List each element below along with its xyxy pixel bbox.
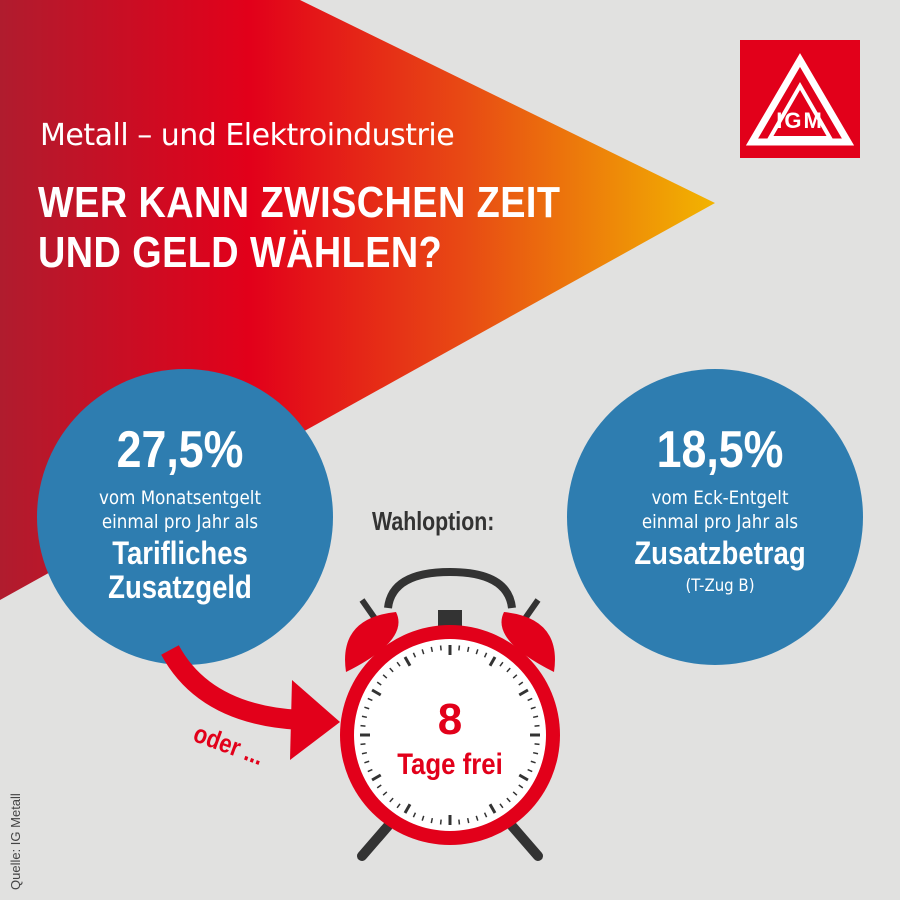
clock-tick [466,817,470,824]
alarm-clock-icon [340,567,560,861]
left-title-1: Tarifliches [112,535,248,571]
clock-tick [396,661,401,667]
clock-tick [458,819,461,825]
right-line-1: vom Eck-Entgelt [651,487,789,509]
clock-ticks [360,645,540,825]
clock-tick [367,768,373,773]
igm-logo-text-area: IGM [740,40,860,158]
clock-tick [499,803,504,809]
igm-logo [740,40,860,158]
clock-tick [466,646,470,653]
clock-tick [430,646,434,653]
clock-tick [532,715,539,719]
clock-tick [458,645,461,651]
clock-tick [483,652,488,658]
clock-tick [421,815,425,821]
clock-tick [439,645,442,651]
clock-tick [530,760,536,764]
clock-tick [518,681,524,686]
clock-tick [518,773,529,782]
left-option-text: 27,5% vom Monatsentgelt einmal pro Jahr … [40,420,320,604]
clock-tick [475,649,479,655]
days-label: Tage frei [397,748,503,781]
clock-tick [403,803,412,814]
right-option-circle [567,369,863,665]
left-percent: 27,5% [116,421,244,479]
clock-tick [534,743,540,746]
clock-tick [360,724,366,727]
logo-letters: IGM [776,108,824,133]
choice-label: Wahloption: [372,506,495,536]
clock-tick [412,652,417,658]
clock-tick [530,706,536,710]
clock-tick [506,797,511,803]
clock-tick [439,819,442,825]
left-option-circle [37,369,333,665]
subtitle: Metall – und Elektroindustrie [40,118,455,153]
clock-tick [512,791,518,796]
clock-tick [527,697,533,702]
clock-tick [532,751,539,755]
clock-tick [364,706,370,710]
clock-tick [430,817,434,824]
clock-tick [389,797,394,803]
clock-tick [389,667,394,673]
source-note: Quelle: IG Metall [8,793,23,890]
clock-tick [527,768,533,773]
right-line-2: einmal pro Jahr als [641,511,799,533]
clock-tick [518,688,529,697]
clock-tick [475,815,479,821]
clock-tick [376,681,382,686]
clock-tick [483,812,488,818]
clock-tick [499,661,504,667]
clock-tick [376,784,382,789]
clock-tick [506,667,511,673]
clock-tick [361,751,368,755]
right-title: Zusatzbetrag [634,535,806,571]
headline-line-1: WER KANN ZWISCHEN ZEIT [38,178,561,227]
clock-tick [488,656,497,667]
left-line-1: vom Monatsentgelt [98,487,262,509]
left-title-2: Zusatzgeld [108,569,252,605]
clock-tick [364,760,370,764]
days-number: 8 [437,695,463,744]
clock-tick [382,791,388,796]
clock-tick [382,674,388,679]
clock-tick [396,803,401,809]
curved-arrow-icon [161,645,340,760]
clock-tick [534,724,540,727]
clock-tick [360,743,366,746]
clock-tick [403,656,412,667]
clock-tick [371,773,382,782]
clock-tick [371,688,382,697]
left-line-2: einmal pro Jahr als [101,511,259,533]
clock-tick [421,649,425,655]
clock-tick [412,812,417,818]
clock-tick [488,803,497,814]
headline-line-2: UND GELD WÄHLEN? [38,228,443,277]
clock-tick [518,784,524,789]
clock-tick [512,674,518,679]
right-option-text: 18,5% vom Eck-Entgelt einmal pro Jahr al… [580,420,860,598]
right-percent: 18,5% [656,421,784,479]
clock-tick [361,715,368,719]
right-note: (T-Zug B) [685,576,755,596]
clock-tick [367,697,373,702]
